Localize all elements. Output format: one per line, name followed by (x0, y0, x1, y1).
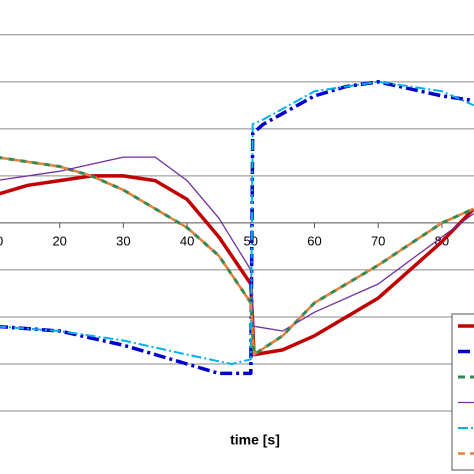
x-tick-label: 10 (0, 233, 3, 248)
x-tick-label: 70 (371, 233, 385, 248)
x-tick-label: 60 (307, 233, 321, 248)
legend-box (451, 313, 474, 471)
x-tick-label: 20 (52, 233, 66, 248)
series-line (0, 174, 474, 357)
series-line (0, 156, 474, 356)
grid (0, 34, 474, 412)
series-line (0, 80, 474, 365)
series-line (0, 80, 474, 376)
x-axis-label: time [s] (230, 432, 280, 448)
series-line (0, 156, 474, 357)
x-tick-label: 30 (116, 233, 130, 248)
series-line (0, 156, 474, 332)
legend (451, 313, 474, 471)
x-tick-label: 40 (180, 233, 194, 248)
